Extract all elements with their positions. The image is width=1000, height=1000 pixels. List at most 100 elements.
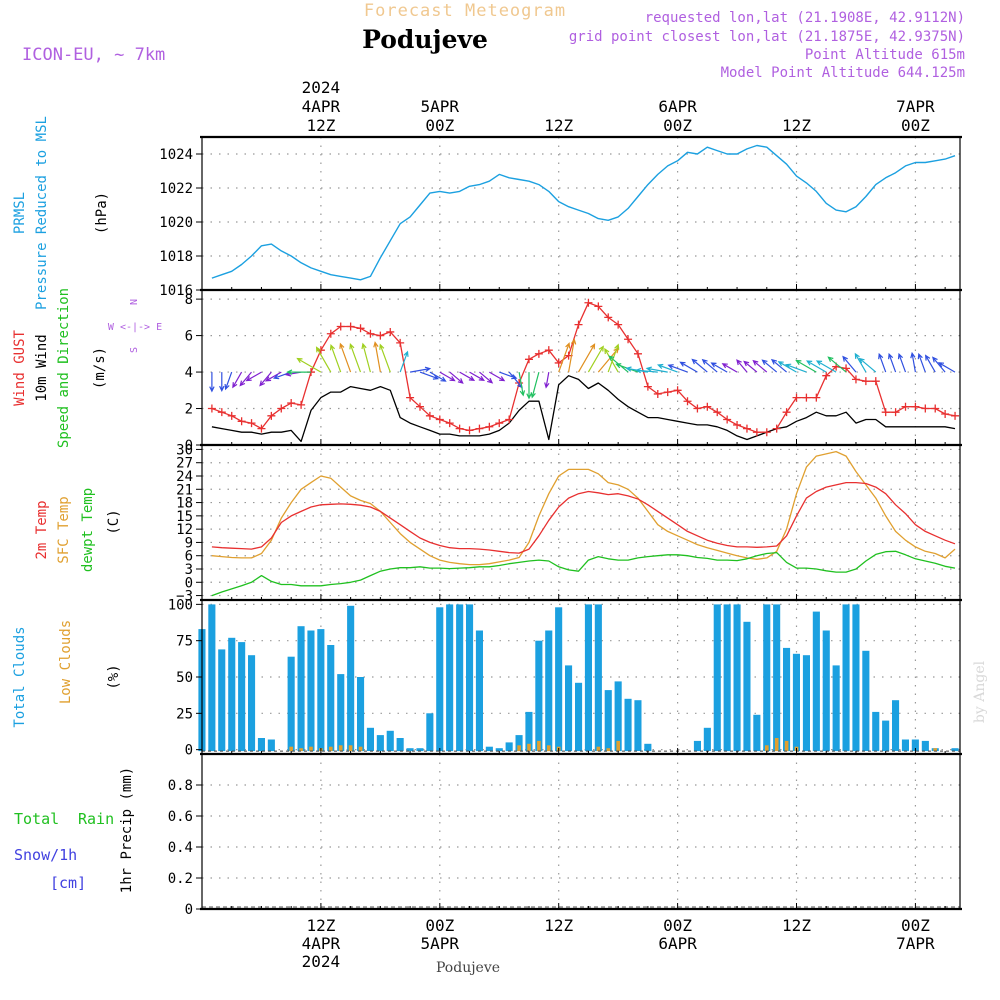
pressure-ytick-label: 1016 — [159, 283, 193, 299]
wind-gust-point — [376, 331, 385, 340]
top-time-label: 7APR — [896, 97, 935, 116]
wind-direction-arrow — [469, 371, 486, 381]
compass-north: N — [129, 299, 140, 305]
wind-direction-arrow — [667, 364, 688, 373]
total-clouds-bar — [703, 727, 711, 751]
total-clouds-bar — [426, 713, 434, 752]
wind-gust-point — [673, 386, 682, 395]
wind-direction-arrow — [607, 343, 620, 373]
wind-direction-arrow — [361, 342, 371, 373]
total-clouds-bar — [594, 604, 602, 752]
wind-direction-arrow — [339, 342, 352, 373]
low-clouds-bar — [517, 745, 521, 752]
wind-direction-arrow — [296, 357, 322, 373]
compass-south: S — [129, 347, 140, 353]
wind-direction-arrow — [761, 359, 778, 373]
low-clouds-bar — [289, 746, 293, 752]
wind-unit-label: (m/s) — [92, 347, 108, 389]
wind-gust-point — [713, 408, 722, 417]
wind-gust-point — [792, 393, 801, 402]
total-clouds-bar — [317, 629, 325, 752]
wind-ytick-label: 2 — [185, 402, 193, 418]
total-clouds-bar — [842, 604, 850, 752]
total-clouds-bar — [723, 604, 731, 752]
wind-direction-arrow — [645, 366, 668, 373]
wind-direction-arrow — [743, 360, 758, 373]
wind-direction-arrow — [827, 356, 847, 373]
wind-direction-arrow — [224, 371, 233, 391]
wind-direction-arrow — [858, 357, 877, 373]
wind-direction-arrow — [315, 346, 332, 373]
wind-direction-arrow — [736, 359, 748, 373]
total-clouds-bar — [921, 740, 929, 752]
low-clouds-bar — [309, 746, 313, 752]
wind-direction-arrow — [264, 371, 282, 382]
wind-direction-arrow — [721, 363, 738, 373]
wind-direction-arrow — [479, 371, 494, 384]
wind-direction-arrow — [795, 359, 817, 373]
total-clouds-bar — [436, 607, 444, 752]
wind-direction-arrow — [701, 358, 718, 373]
low-clouds-bar — [596, 746, 601, 752]
precip-ytick-label: 0.8 — [168, 778, 193, 794]
temp-ytick-label: 3 — [185, 562, 193, 578]
wind-direction-arrow — [489, 371, 506, 382]
wind-gust-point — [851, 375, 860, 384]
wind-gust-point — [217, 408, 226, 417]
wind-direction-arrow — [878, 352, 887, 373]
temp-2m-line — [211, 481, 956, 554]
wind-direction-arrow — [379, 343, 391, 373]
low-clouds-bar — [933, 748, 937, 752]
total-clouds-bar — [406, 748, 414, 752]
top-time-label: 00Z — [663, 116, 692, 135]
wind-direction-arrow — [910, 351, 916, 373]
total-clouds-bar — [257, 738, 265, 752]
temp-ytick-label: −3 — [176, 589, 193, 605]
pressure-reduced-label: Pressure Reduced to MSL — [34, 116, 50, 310]
wind-direction-arrow — [526, 372, 532, 400]
wind-gust-point — [772, 424, 781, 433]
wind-direction-arrow — [209, 372, 215, 393]
total-clouds-bar — [347, 605, 355, 752]
bottom-time-label: 00Z — [663, 916, 692, 935]
total-clouds-bar — [604, 690, 612, 752]
bottom-time-label: 12Z — [544, 916, 573, 935]
bottom-time-label: 7APR — [896, 934, 935, 953]
low-clouds-bar — [358, 746, 363, 752]
wind-gust-point — [604, 313, 613, 322]
total-clouds-bar — [545, 630, 553, 752]
wind-direction-arrow — [770, 358, 787, 373]
wind-direction-arrow — [888, 352, 897, 373]
wind-direction-arrow — [544, 371, 550, 389]
wind-gust-point — [752, 428, 761, 437]
total-clouds-bar — [852, 604, 860, 752]
total-clouds-bar — [267, 739, 275, 752]
prmsl-line — [211, 144, 956, 281]
wind-ytick-label: 8 — [185, 292, 193, 308]
wind-ytick-label: 0 — [185, 438, 193, 454]
low-clouds-bar — [527, 743, 531, 752]
wind-gust-point — [861, 377, 870, 386]
low-clouds-bar — [616, 740, 620, 752]
total-clouds-label: Total Clouds — [12, 626, 28, 727]
wind-direction-arrow — [635, 367, 658, 374]
credit-label: by Angel — [972, 660, 988, 723]
wind-gust-point — [207, 404, 216, 413]
wind-direction-arrow — [710, 362, 728, 373]
temp-ytick-label: 24 — [176, 469, 193, 485]
temp-ytick-label: 12 — [176, 522, 193, 538]
precip-ytick-label: 0.6 — [168, 809, 193, 825]
total-clouds-bar — [792, 653, 800, 752]
wind-gust-point — [445, 419, 454, 428]
wind-gust-point — [901, 402, 910, 411]
wind-direction-arrow — [232, 371, 243, 389]
wind-gust-point — [951, 411, 960, 420]
wind-gust-point — [941, 410, 950, 418]
wind-gust-point — [802, 393, 811, 402]
clouds-ytick-label: 50 — [176, 670, 193, 686]
total-clouds-bar — [822, 630, 830, 752]
